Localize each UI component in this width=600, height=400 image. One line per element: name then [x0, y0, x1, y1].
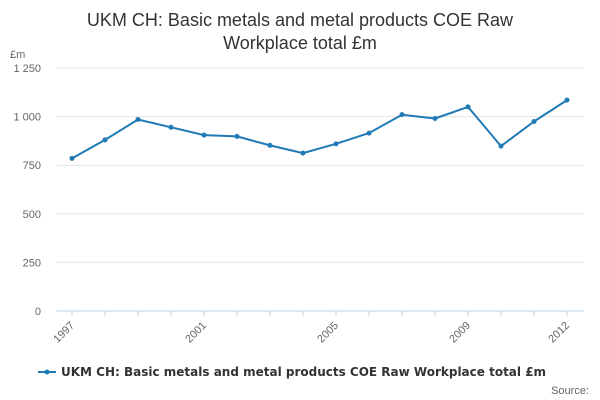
data-point-2003 [267, 142, 273, 148]
data-point-2010 [498, 143, 504, 149]
series-layer [69, 97, 570, 161]
data-point-1998 [102, 137, 108, 143]
data-point-2008 [432, 116, 438, 122]
gridlines [56, 67, 584, 263]
data-point-2009 [465, 104, 471, 110]
y-tick-label: 0 [35, 306, 41, 318]
data-point-2001 [201, 132, 207, 138]
x-tick-label: 1997 [51, 320, 77, 346]
data-point-2011 [531, 118, 537, 124]
data-point-1999 [135, 117, 141, 123]
y-tick-label: 1 250 [13, 63, 41, 75]
chart-title-line-1: UKM CH: Basic metals and metal products … [87, 10, 514, 30]
data-point-2000 [168, 124, 174, 130]
data-point-2007 [399, 112, 405, 118]
source-label: Source: [551, 385, 589, 397]
data-point-2005 [333, 141, 339, 147]
x-tick-label: 2009 [447, 320, 473, 346]
x-axis: 1997 2001 2005 2009 2012 [51, 310, 584, 346]
chart-title-line-2: Workplace total £m [223, 33, 377, 53]
y-axis-unit-label: £m [10, 49, 25, 61]
data-point-2004 [300, 150, 306, 156]
legend-marker-swatch [44, 369, 50, 375]
legend[interactable]: UKM CH: Basic metals and metal products … [38, 365, 546, 379]
x-tick-label: 2005 [315, 320, 341, 346]
data-point-2012 [564, 97, 570, 103]
y-tick-label: 250 [23, 257, 41, 269]
y-axis-ticks: 0 250 500 750 1 000 1 250 [13, 63, 41, 318]
legend-label: UKM CH: Basic metals and metal products … [61, 365, 546, 379]
data-point-1997 [69, 155, 75, 161]
data-point-2002 [234, 133, 240, 139]
y-tick-label: 500 [23, 209, 41, 221]
series-line-0 [71, 99, 568, 160]
data-point-2006 [366, 130, 372, 136]
x-tick-label: 2001 [183, 320, 209, 346]
y-tick-label: 1 000 [13, 112, 41, 124]
y-tick-label: 750 [23, 160, 41, 172]
x-tick-label: 2012 [546, 320, 572, 346]
